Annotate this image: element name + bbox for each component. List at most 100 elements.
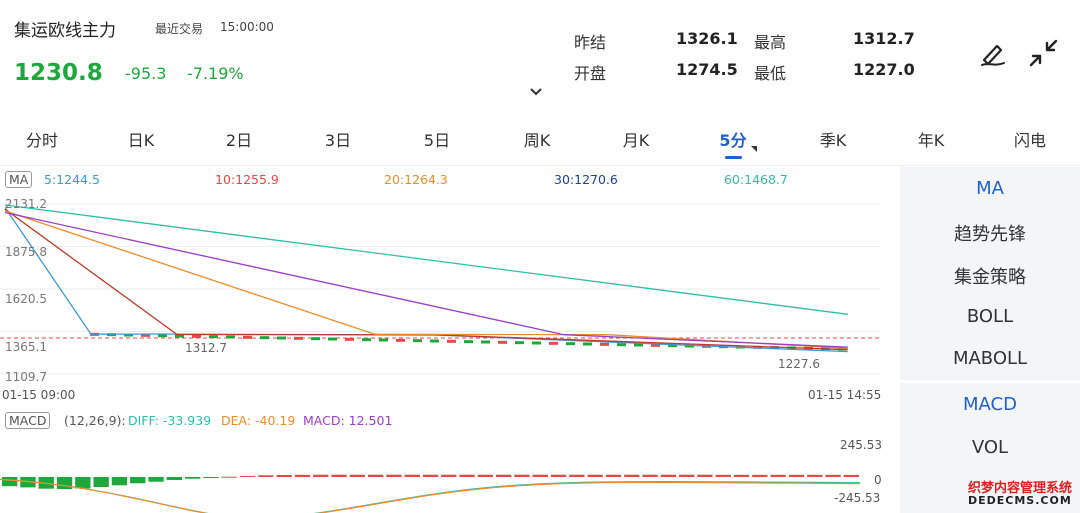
macd-histogram-bar <box>75 477 91 489</box>
candle <box>515 341 524 345</box>
high-label: 最高 <box>754 33 787 52</box>
tab-5min[interactable]: 5分 <box>719 131 747 150</box>
sidebar-item-ma[interactable]: MA <box>976 178 1004 199</box>
low-marker-label: 1227.6 <box>778 357 820 371</box>
candle <box>379 338 388 342</box>
low-label: 最低 <box>754 64 787 83</box>
tab-yearly-k[interactable]: 年K <box>917 131 945 150</box>
ma60-line <box>4 204 848 315</box>
macd-histogram-bar <box>660 474 676 477</box>
tab-flash[interactable]: 闪电 <box>1013 131 1047 150</box>
tab-dropdown-icon[interactable] <box>751 146 757 152</box>
candle <box>277 336 286 340</box>
macd-histogram-bar <box>441 474 457 477</box>
high-value: 1312.7 <box>853 29 915 48</box>
current-price: 1230.8 <box>14 60 103 86</box>
candle <box>362 338 371 342</box>
expand-chevron-icon[interactable] <box>530 88 542 96</box>
tab-monthly-k[interactable]: 月K <box>622 131 650 150</box>
candle <box>600 342 609 346</box>
active-tab-indicator <box>725 156 742 159</box>
candle <box>566 342 575 346</box>
sidebar-item-trend-pioneer[interactable]: 趋势先锋 <box>954 224 1026 245</box>
status-time: 15:00:00 <box>220 20 274 34</box>
ma30-line <box>4 211 848 348</box>
macd-histogram-bar <box>569 474 585 477</box>
tab-3day[interactable]: 3日 <box>324 131 352 150</box>
y-tick-label: 1365.1 <box>5 340 47 354</box>
tab-daily-k[interactable]: 日K <box>127 131 155 150</box>
macd-histogram-bar <box>624 474 640 477</box>
macd-histogram-bar <box>422 474 439 477</box>
macd-histogram-bar <box>788 474 805 477</box>
x-end-label: 01-15 14:55 <box>808 388 882 402</box>
macd-histogram-bar <box>477 474 493 477</box>
macd-histogram-bar <box>368 474 384 477</box>
sidebar-item-vol[interactable]: VOL <box>971 437 1009 458</box>
macd-histogram-bar <box>532 474 548 477</box>
ma30-value: 30:1270.6 <box>554 172 618 187</box>
macd-histogram-bar <box>294 474 311 477</box>
macd-histogram-bar <box>239 476 256 477</box>
tab-5day[interactable]: 5日 <box>423 131 451 150</box>
macd-histogram-bar <box>825 474 841 477</box>
price-chart[interactable] <box>0 196 890 386</box>
macd-histogram-bar <box>148 477 164 482</box>
sidebar-item-maboll[interactable]: MABOLL <box>952 348 1028 369</box>
tab-weekly-k[interactable]: 周K <box>523 131 551 150</box>
macd-histogram-bar <box>496 474 512 477</box>
macd-histogram-bar <box>587 474 603 477</box>
candle <box>124 333 133 337</box>
candle <box>583 342 592 346</box>
high-marker-label: 1312.7 <box>185 341 227 355</box>
candle <box>447 339 456 343</box>
y-tick-label: 2131.2 <box>5 197 47 211</box>
macd-diff: DIFF: -33.939 <box>128 413 212 428</box>
macd-tag[interactable]: MACD <box>5 412 51 429</box>
macd-dea: DEA: -40.19 <box>221 413 296 428</box>
tab-2day[interactable]: 2日 <box>225 131 253 150</box>
low-value: 1227.0 <box>853 60 915 79</box>
macd-histogram-bar <box>130 477 146 484</box>
ma-tag[interactable]: MA <box>5 171 33 188</box>
candle <box>430 339 439 343</box>
sidebar-item-gold-strategy[interactable]: 集金策略 <box>954 267 1026 288</box>
macd-macd: MACD: 12.501 <box>303 413 393 428</box>
price-change-pct: -7.19% <box>187 64 244 83</box>
macd-histogram-bar <box>166 477 182 480</box>
macd-axis-top: 245.53 <box>840 438 882 452</box>
prev-close-value: 1326.1 <box>676 29 738 48</box>
y-tick-label: 1109.7 <box>5 370 47 384</box>
macd-histogram-bar <box>111 477 128 486</box>
candle <box>498 340 507 344</box>
indicator-sidebar <box>900 167 1080 380</box>
open-value: 1274.5 <box>676 60 738 79</box>
macd-histogram-bar <box>770 474 786 477</box>
macd-histogram-bar <box>93 477 109 487</box>
tab-intraday[interactable]: 分时 <box>25 131 59 150</box>
macd-histogram-bar <box>203 477 219 478</box>
candle <box>617 343 626 347</box>
macd-histogram-bar <box>349 474 365 477</box>
y-tick-label: 1875.8 <box>5 245 47 259</box>
tabs-divider <box>0 165 1080 166</box>
macd-histogram-bar <box>185 477 201 479</box>
candle <box>260 336 269 340</box>
candle <box>175 334 184 338</box>
sidebar-item-boll[interactable]: BOLL <box>966 306 1014 327</box>
status-label: 最近交易 <box>155 22 204 36</box>
candle <box>634 343 643 347</box>
candle <box>413 339 422 343</box>
macd-histogram-bar <box>386 474 402 477</box>
macd-histogram-bar <box>733 474 750 477</box>
candle <box>651 343 660 347</box>
macd-histogram-bar <box>642 474 658 477</box>
macd-histogram-bar <box>258 475 274 477</box>
sidebar-item-macd[interactable]: MACD <box>963 394 1017 415</box>
tab-quarterly-k[interactable]: 季K <box>819 131 847 150</box>
macd-chart[interactable] <box>0 436 880 513</box>
draw-pen-icon[interactable] <box>978 38 1008 68</box>
macd-histogram-bar <box>221 476 237 478</box>
collapse-icon[interactable] <box>1028 38 1060 68</box>
ma60-value: 60:1468.7 <box>724 172 788 187</box>
